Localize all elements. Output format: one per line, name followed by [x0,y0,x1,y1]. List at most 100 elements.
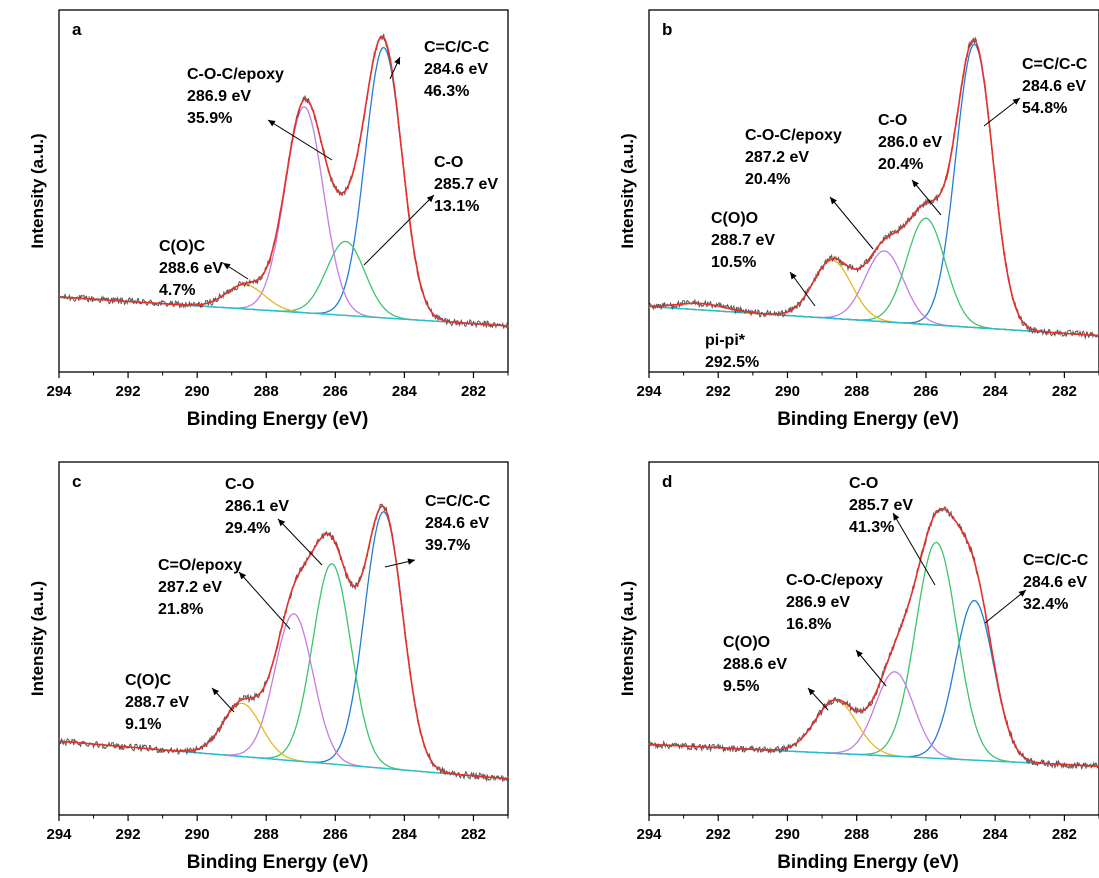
panel-letter: c [72,472,81,491]
annotation-arrow [277,518,323,566]
annotation-line: 288.6 eV [159,260,223,277]
x-tick-label: 290 [185,826,210,843]
peak-c-o-c-epoxy [58,105,509,327]
panel-a: 294 292 290 288 286 284 282 Binding Energy (eV)… [28,9,509,430]
arrowhead-icon [212,688,220,696]
x-tick-label: 288 [844,383,869,400]
x-tick-label: 284 [392,383,418,400]
envelope-curve [649,39,1099,337]
y-axis-title: Intensity (a.u.) [618,581,637,696]
annotation-arrow [911,179,942,216]
x-tick-label: 284 [983,826,1009,843]
raw-data-curve [648,505,1099,771]
x-axis-title: Binding Energy (eV) [777,852,959,873]
annotation-arrow [892,512,936,586]
annotation-line: 10.5% [711,254,756,271]
annotation-line: 20.4% [745,171,790,188]
annotation-line: 284.6 eV [425,515,489,532]
annotation-line: 32.4% [1023,596,1068,613]
annotation-line: C=C/C-C [424,39,490,56]
panel-letter: d [662,472,672,491]
annotation-line: 287.2 eV [158,579,222,596]
y-axis-title: Intensity (a.u.) [618,133,637,248]
annotation-line: 285.7 eV [849,497,913,514]
plot-frame [648,9,1099,373]
annotation-line: C(O)O [723,634,770,651]
annotation-line: C-O-C/epoxy [745,127,842,144]
peak-annotation: pi-pi* 292.5% [705,332,759,371]
y-axis-title: Intensity (a.u.) [28,581,47,696]
arrowhead-icon [223,263,231,270]
annotation-line: 41.3% [849,519,894,536]
annotation-line: C-O-C/epoxy [786,572,883,589]
x-tick-label: 286 [323,826,348,843]
y-axis-title: Intensity (a.u.) [28,133,47,248]
arrowhead-icon [830,197,837,205]
peak-annotation: C=C/C-C 284.6 eV 39.7% [425,493,491,554]
annotation-arrow [829,196,874,250]
arrowhead-icon [790,272,797,280]
annotation-line: C-O [225,476,254,493]
baseline-curve [648,305,1099,337]
annotation-line: C-O-C/epoxy [187,66,284,83]
annotation-line: 13.1% [434,198,479,215]
panel-d: 294 292 290 288 286 284 282 Binding Energy (eV)… [618,461,1099,873]
annotation-arrow [855,649,887,687]
annotation-arrow [789,271,816,307]
peak-annotation: C-O-C/epoxy 287.2 eV 20.4% [745,127,842,188]
annotation-line: 286.0 eV [878,134,942,151]
peak-annotation: C(O)C 288.7 eV 9.1% [125,672,189,733]
arrowhead-icon [856,650,863,658]
annotation-line: 20.4% [878,156,923,173]
x-axis-title: Binding Energy (eV) [187,409,369,430]
plot-frame [58,9,509,373]
annotation-line: C(O)C [125,672,172,689]
annotation-line: 21.8% [158,601,203,618]
arrowhead-icon [407,558,415,565]
x-tick-label: 286 [913,826,938,843]
x-tick-label: 282 [1052,383,1077,400]
raw-data-curve [58,503,509,783]
panel-letter: a [72,20,82,39]
annotation-line: 286.1 eV [225,498,289,515]
peak-annotation: C(O)O 288.6 eV 9.5% [723,634,787,695]
annotation-line: 284.6 eV [1022,78,1086,95]
annotation-arrow [983,97,1021,127]
peak-c-o [58,240,509,327]
arrowhead-icon [808,688,816,696]
panel-c: 294 292 290 288 286 284 282 Binding Energy (eV)… [28,461,509,873]
annotation-line: 29.4% [225,520,270,537]
x-tick-label: 282 [461,383,486,400]
arrowhead-icon [893,513,900,521]
peak-annotation: C-O-C/epoxy 286.9 eV 16.8% [786,572,883,633]
x-tick-label: 294 [636,826,662,843]
x-tick-label: 290 [185,383,210,400]
annotation-line: 286.9 eV [187,88,251,105]
peak-annotation: C=C/C-C 284.6 eV 46.3% [424,39,490,100]
x-tick-label: 290 [775,383,800,400]
x-tick-label: 284 [392,826,418,843]
arrowhead-icon [912,180,919,188]
x-tick-label: 294 [46,383,72,400]
plot-frame [648,461,1099,816]
arrowhead-icon [1018,590,1026,597]
annotation-line: 9.5% [723,678,759,695]
x-tick-label: 292 [116,383,141,400]
x-tick-label: 292 [116,826,141,843]
annotation-line: 284.6 eV [424,61,488,78]
x-tick-label: 288 [844,826,869,843]
peak-annotation: C(O)C 288.6 eV 4.7% [159,238,223,299]
panel-b: 294 292 290 288 286 284 282 Binding Energy (eV)… [618,9,1099,430]
annotation-line: pi-pi* [705,332,746,349]
x-axis-title: Binding Energy (eV) [187,852,369,873]
peak-c-c-c-c [648,599,1099,767]
annotation-line: C(O)C [159,238,206,255]
envelope-curve [648,507,1099,767]
annotation-line: C=C/C-C [1022,56,1088,73]
x-tick-label: 284 [983,383,1009,400]
peak-c-o-c [58,702,509,780]
annotation-line: 284.6 eV [1023,574,1087,591]
peak-annotation: C=O/epoxy 287.2 eV 21.8% [158,557,242,618]
peak-annotation: C-O 286.1 eV 29.4% [225,476,289,537]
